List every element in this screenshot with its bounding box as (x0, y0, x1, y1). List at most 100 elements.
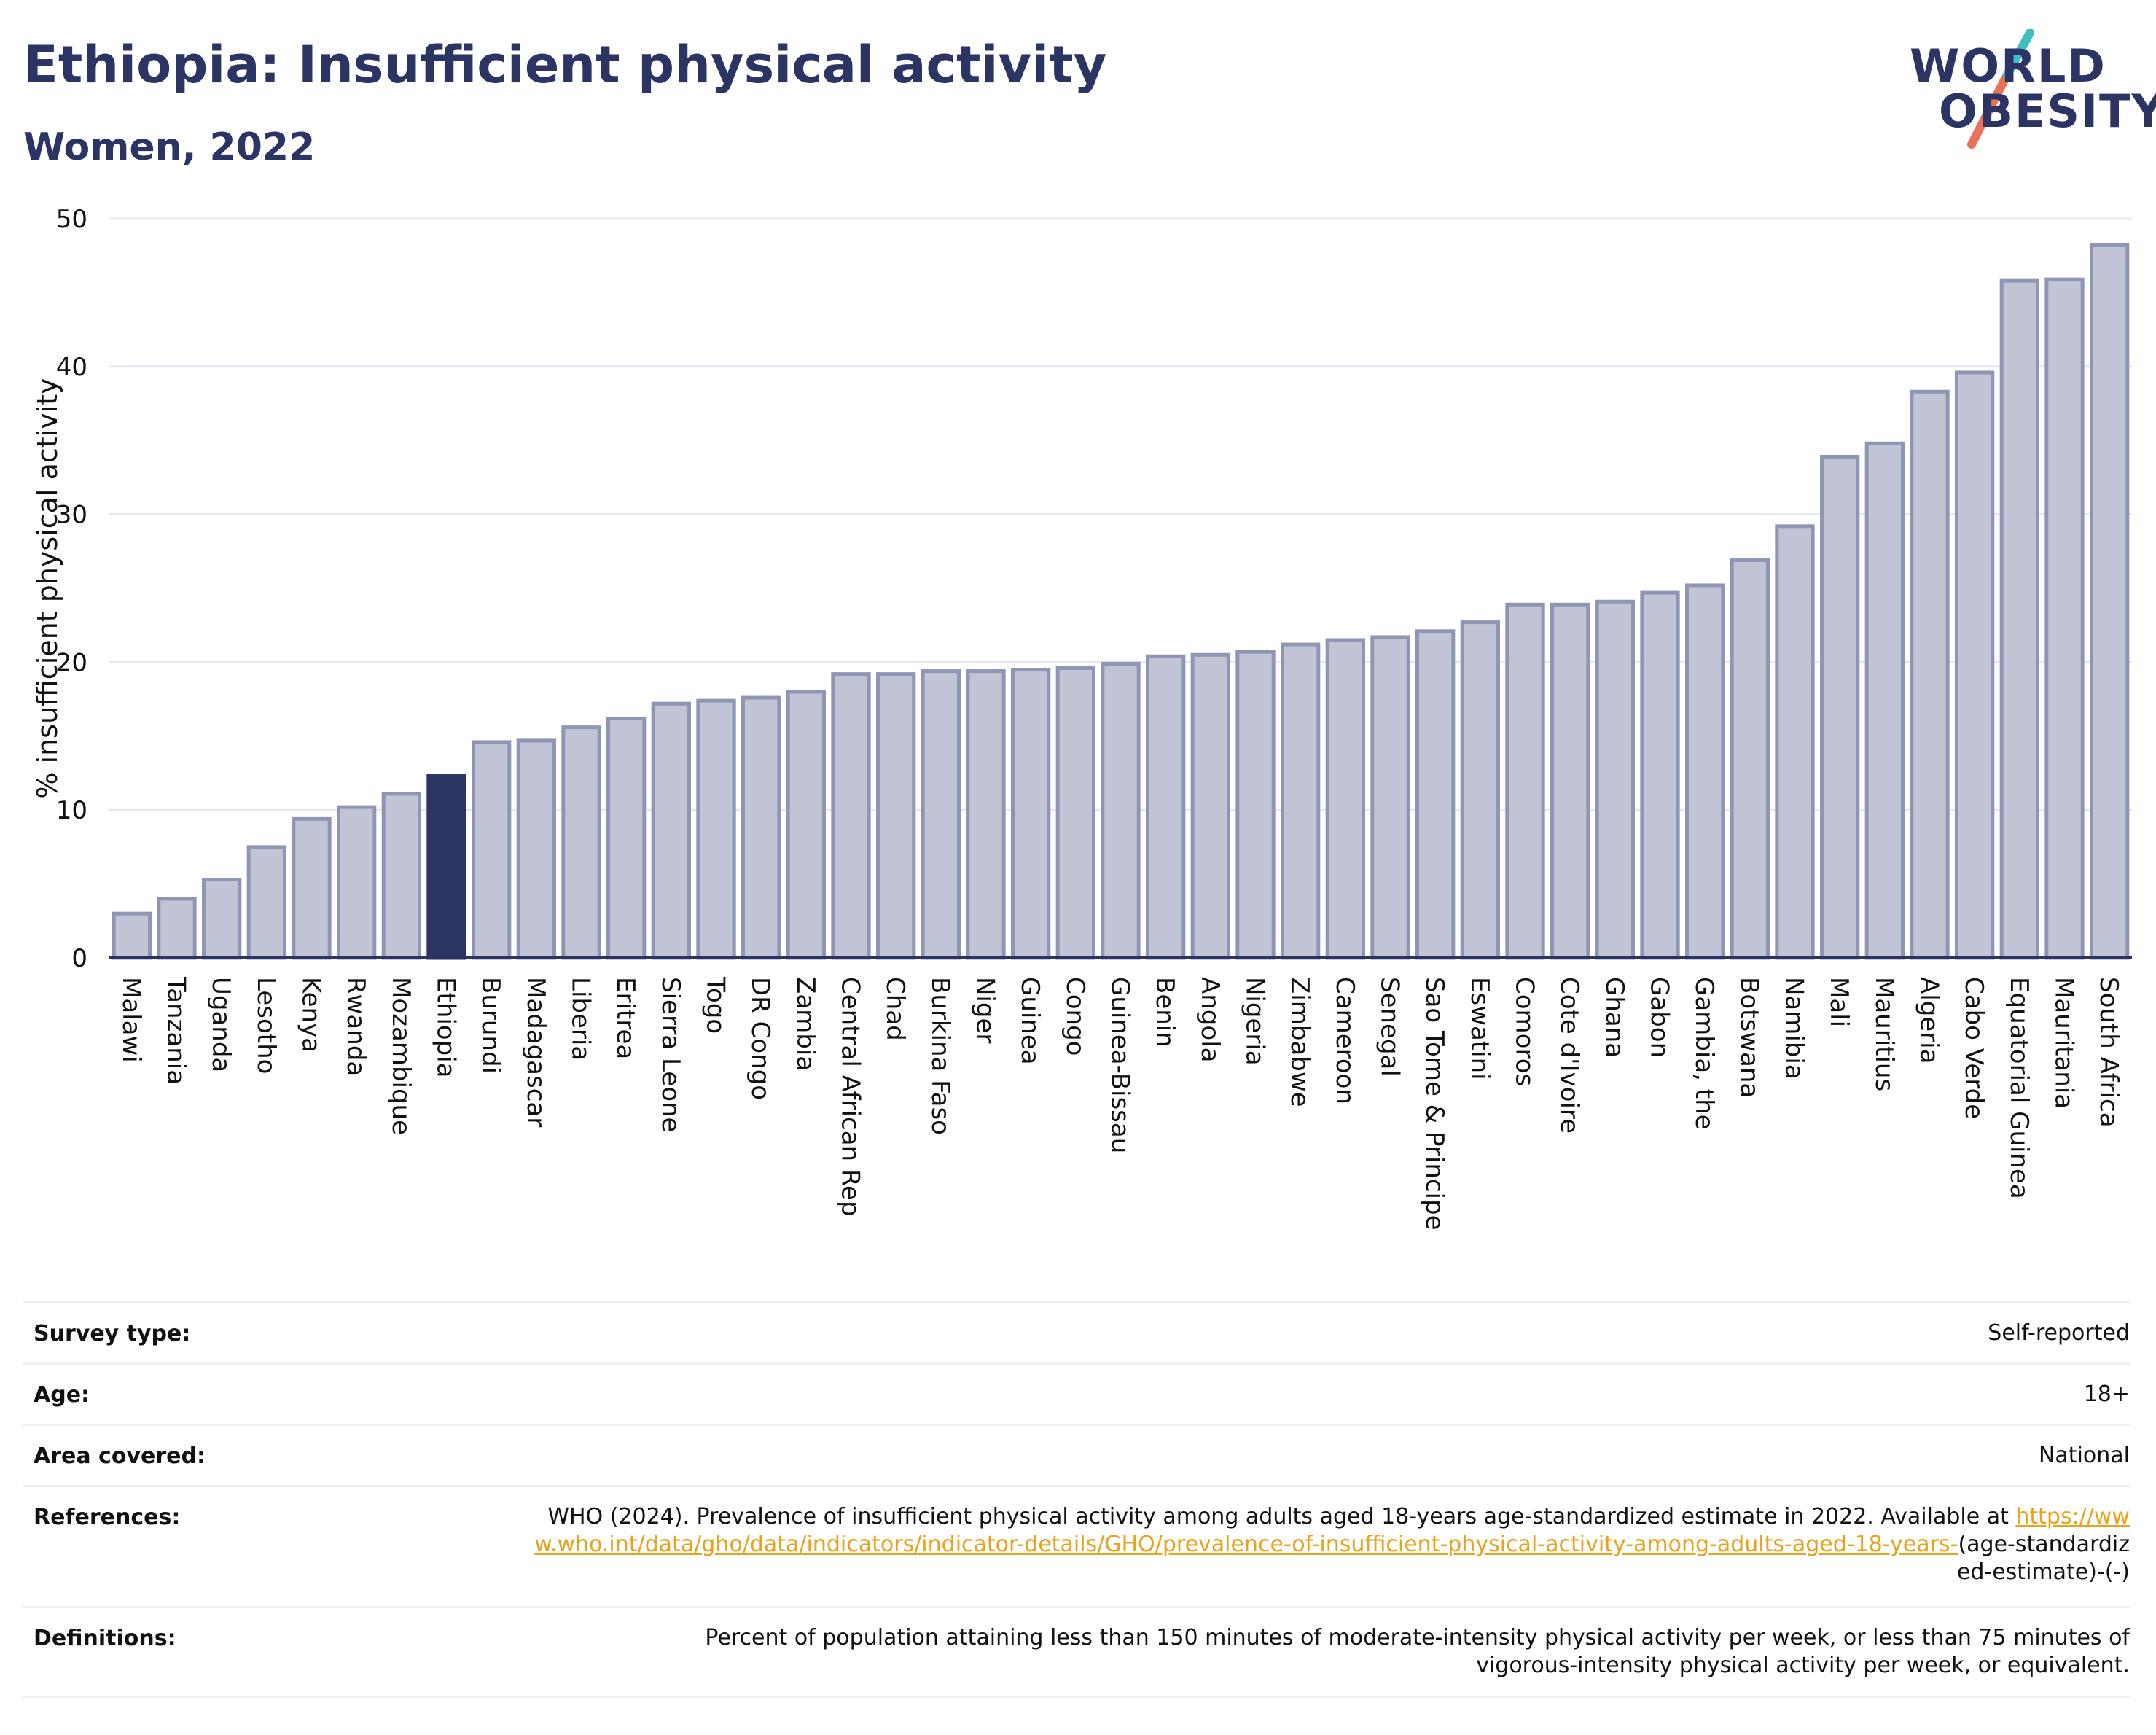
bar (1460, 620, 1500, 960)
x-tick-label: Niger (971, 977, 1000, 1043)
bar (1595, 599, 1636, 960)
meta-label-survey-type: Survey type: (34, 1321, 191, 1346)
bar (741, 695, 781, 960)
reference-text: WHO (2024). Prevalence of insufficient p… (547, 1504, 2016, 1529)
meta-value-references: WHO (2024). Prevalence of insufficient p… (526, 1503, 2130, 1586)
bar (1505, 602, 1545, 960)
x-tick-label: Nigeria (1241, 977, 1270, 1066)
x-tick-label: Mauritania (2050, 977, 2079, 1109)
y-tick-label: 20 (56, 648, 87, 677)
x-tick-label: Benin (1150, 977, 1179, 1048)
bar (292, 816, 332, 960)
x-tick-label: Rwanda (341, 977, 370, 1076)
meta-row-definitions: Definitions: Percent of population attai… (23, 1606, 2130, 1698)
x-tick-label: Mozambique (386, 977, 415, 1135)
x-tick-label: Comoros (1510, 977, 1539, 1086)
y-tick-label: 40 (56, 353, 87, 382)
x-tick-label: Ethiopia (431, 977, 461, 1077)
bar (1281, 642, 1321, 960)
x-tick-label: Mali (1824, 977, 1854, 1027)
bar (1955, 370, 1995, 960)
bar (157, 897, 197, 960)
meta-value-definitions: Percent of population attaining less tha… (705, 1625, 2130, 1678)
x-tick-label: Tanzania (162, 976, 191, 1085)
bar (1730, 558, 1770, 960)
bar (516, 738, 557, 960)
x-tick-label: Congo (1061, 977, 1090, 1056)
bar (606, 716, 647, 960)
y-tick-label: 30 (56, 501, 87, 530)
logo-word-obesity: OBESITY (1939, 85, 2156, 138)
meta-value-survey-type: Self-reported (1988, 1320, 2130, 1346)
x-tick-label: Mauritius (1870, 977, 1899, 1091)
bar (561, 725, 601, 960)
x-tick-label: Equatorial Guinea (2004, 977, 2034, 1199)
page-title: Ethiopia: Insufficient physical activity (23, 35, 1107, 95)
x-tick-label: Ghana (1600, 977, 1629, 1058)
bar (246, 845, 286, 960)
bar (2044, 277, 2085, 960)
bar (1820, 455, 1860, 960)
x-tick-label: Central African Rep (836, 977, 865, 1217)
x-tick-label: Zimbabwe (1285, 977, 1314, 1107)
bar (1146, 654, 1186, 960)
x-tick-label: Burundi (476, 977, 505, 1074)
x-tick-label: Malawi (117, 977, 146, 1063)
bar (1999, 278, 2040, 960)
meta-value-area-covered: National (2038, 1443, 2130, 1468)
bar (337, 805, 377, 960)
bar (1864, 441, 1905, 960)
meta-label-references: References: (34, 1505, 181, 1530)
bar (651, 701, 692, 960)
bar (696, 698, 736, 960)
x-tick-label: Algeria (1915, 977, 1944, 1064)
x-tick-label: Liberia (566, 977, 595, 1061)
x-tick-label: Togo (701, 976, 730, 1034)
bar (1685, 583, 1725, 960)
x-tick-label: Zambia (791, 977, 820, 1071)
bar (2090, 243, 2130, 960)
metadata-table: Survey type: Self-reported Age: 18+ Area… (23, 1301, 2130, 1698)
x-tick-label: Angola (1195, 977, 1225, 1062)
bar (426, 774, 466, 960)
x-tick-label: Burkina Faso (926, 977, 955, 1135)
bar (1325, 638, 1365, 960)
x-tick-label: Senegal (1375, 977, 1405, 1077)
bar (472, 740, 512, 960)
meta-label-area-covered: Area covered: (34, 1443, 206, 1469)
x-tick-label: Chad (880, 977, 910, 1041)
bar (831, 672, 871, 960)
page-subtitle: Women, 2022 (23, 125, 316, 169)
x-tick-label: Gambia, the (1690, 977, 1719, 1130)
bar (1775, 524, 1815, 960)
meta-row-references: References: WHO (2024). Prevalence of in… (23, 1485, 2130, 1606)
bar (1190, 652, 1230, 960)
bar (202, 878, 242, 960)
meta-row-area-covered: Area covered: National (23, 1424, 2130, 1485)
x-tick-label: Gabon (1645, 977, 1674, 1058)
bar (1055, 666, 1095, 960)
bar (1550, 602, 1590, 960)
x-tick-label: Namibia (1780, 977, 1809, 1080)
bar (1640, 590, 1680, 960)
x-tick-label: Cabo Verde (1959, 977, 1988, 1119)
x-tick-label: Cameroon (1330, 977, 1359, 1104)
x-tick-label: Eritrea (611, 977, 640, 1059)
y-tick-label: 0 (71, 944, 87, 973)
x-tick-label: Sierra Leone (656, 977, 685, 1132)
x-tick-label: Guinea-Bissau (1106, 977, 1135, 1153)
x-tick-label: DR Congo (746, 977, 775, 1100)
meta-label-age: Age: (34, 1382, 90, 1408)
meta-label-definitions: Definitions: (34, 1626, 176, 1651)
y-tick-label: 50 (56, 205, 87, 234)
bar (1415, 629, 1456, 960)
reference-suffix: (age-standardized-estimate)-(-) (1956, 1532, 2130, 1585)
x-tick-label: Lesotho (251, 977, 281, 1074)
x-tick-label: Kenya (297, 977, 326, 1053)
x-tick-label: Eswatini (1465, 977, 1494, 1080)
world-obesity-logo[interactable]: WORLD OBESITY (1895, 29, 2156, 160)
bar-chart: 0 10 20 30 40 50 % insufficient physical activ… (31, 205, 2132, 1231)
x-tick-label: Madagascar (521, 977, 550, 1127)
bar (1101, 661, 1141, 960)
reference-link[interactable]: https://www.who.int/data/gho/data/indica… (534, 1504, 2130, 1557)
